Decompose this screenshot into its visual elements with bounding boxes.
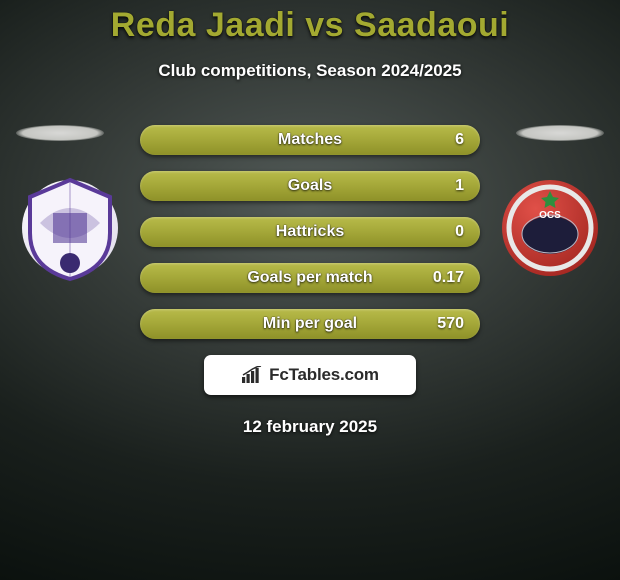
stat-label: Goals per match — [247, 269, 372, 287]
brand-badge[interactable]: FcTables.com — [204, 355, 416, 395]
player-left-shadow — [16, 125, 104, 141]
stat-label: Min per goal — [263, 315, 357, 333]
bar-chart-icon — [241, 366, 263, 384]
stat-row-matches: Matches 6 — [140, 125, 480, 155]
brand-text: FcTables.com — [269, 365, 379, 385]
stat-value-right: 570 — [437, 315, 464, 333]
svg-text:OCS: OCS — [539, 210, 561, 221]
club-badge-left — [20, 173, 120, 283]
stat-value-right: 1 — [455, 177, 464, 195]
stat-row-min-per-goal: Min per goal 570 — [140, 309, 480, 339]
subtitle: Club competitions, Season 2024/2025 — [0, 61, 620, 81]
page-title: Reda Jaadi vs Saadaoui — [0, 6, 620, 45]
shield-icon — [20, 173, 120, 283]
stat-label: Hattricks — [276, 223, 344, 241]
stat-label: Goals — [288, 177, 332, 195]
shield-icon: OCS — [500, 173, 600, 283]
stat-value-right: 6 — [455, 131, 464, 149]
player-right-shadow — [516, 125, 604, 141]
stat-bars: Matches 6 Goals 1 Hattricks 0 Goals per … — [140, 125, 480, 339]
stat-value-right: 0.17 — [433, 269, 464, 287]
stat-row-goals: Goals 1 — [140, 171, 480, 201]
stat-value-right: 0 — [455, 223, 464, 241]
stat-label: Matches — [278, 131, 342, 149]
main-content: Reda Jaadi vs Saadaoui Club competitions… — [0, 0, 620, 437]
stat-row-hattricks: Hattricks 0 — [140, 217, 480, 247]
club-badge-right: OCS — [500, 173, 600, 283]
date-text: 12 february 2025 — [0, 417, 620, 437]
comparison-area: OCS Matches 6 Goals 1 Hattricks 0 Goals … — [0, 125, 620, 437]
stat-row-goals-per-match: Goals per match 0.17 — [140, 263, 480, 293]
